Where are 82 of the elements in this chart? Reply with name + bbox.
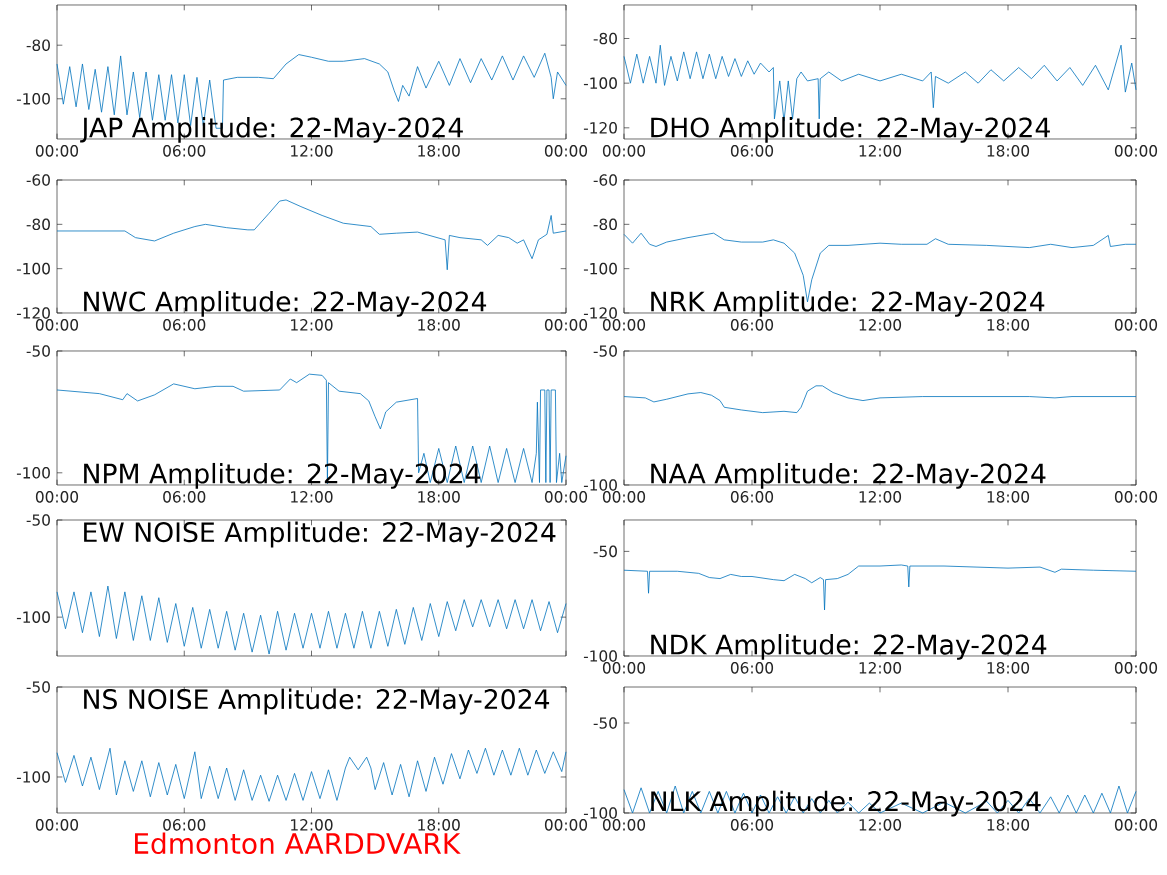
text: JAP Amplitude: 22-May-2024 [80,116,463,143]
chart-title: EW NOISE Amplitude: 22-May-2024 [84,521,556,548]
line-series [623,564,1137,611]
y-tick-label: -50 [593,717,617,729]
x-tick-label: 06:00 [163,819,206,831]
text: NDK Amplitude: 22-May-2024 [651,634,1047,660]
y-tick-label: -50 [593,345,617,357]
x-tick-label: 06:00 [730,662,774,674]
y-tick-label: -50 [26,681,50,693]
y-tick-label: -50 [26,345,50,357]
x-tick-label: 00:00 [1114,145,1158,157]
x-tick-label: 00:00 [544,491,588,503]
text: DHO Amplitude: 22-May-2024 [651,116,1050,143]
text: NRK Amplitude: 22-May-2024 [651,290,1045,317]
x-tick-label: 06:00 [730,145,774,157]
x-tick-label: 12:00 [291,319,333,331]
x-tick-label: 18:00 [987,491,1030,503]
x-tick-label: 12:00 [859,491,902,503]
chart-title: NS NOISE Amplitude: 22-May-2024 [84,688,550,715]
x-tick-label: 00:00 [1114,319,1158,331]
y-tick-label: -100 [16,611,50,623]
x-tick-label: 18:00 [987,145,1030,157]
x-tick-label: 18:00 [987,662,1030,674]
y-tick-label: -100 [16,771,50,783]
x-tick-label: 06:00 [163,145,206,157]
y-tick-label: -120 [16,307,50,319]
x-tick-label: 00:00 [602,145,646,157]
x-tick-label: 06:00 [163,491,206,503]
y-tick-label: -80 [26,39,50,51]
y-tick-label: -50 [26,514,50,526]
y-tick-label: -100 [583,262,617,275]
y-tick-label: -100 [16,93,50,105]
x-tick-label: 06:00 [730,319,774,331]
x-tick-label: 00:00 [602,819,646,831]
x-tick-label: 00:00 [544,319,588,331]
y-tick-label: -100 [583,650,617,662]
x-tick-label: 18:00 [987,319,1030,331]
text: NWC Amplitude: 22-May-2024 [84,290,487,317]
y-tick-label: -100 [16,262,50,275]
x-tick-label: 12:00 [859,319,902,331]
y-tick-label: -100 [583,479,617,491]
x-tick-label: 00:00 [544,145,588,157]
x-tick-label: 12:00 [291,491,333,503]
x-tick-label: 00:00 [1114,662,1158,674]
x-tick-label: 00:00 [602,662,646,674]
x-tick-label: 12:00 [859,662,902,674]
x-tick-label: 18:00 [987,819,1030,831]
x-tick-label: 18:00 [418,145,460,157]
x-tick-label: 00:00 [1114,491,1158,503]
x-tick-label: 18:00 [418,319,460,331]
y-tick-label: -120 [583,307,617,319]
text: NAA Amplitude: 22-May-2024 [651,462,1046,489]
y-tick-label: -100 [583,807,617,819]
x-tick-label: 12:00 [859,819,902,831]
y-tick-label: -80 [26,218,50,231]
x-tick-label: 06:00 [730,819,774,831]
x-tick-label: 00:00 [1114,819,1158,831]
x-tick-label: 00:00 [35,491,79,503]
y-tick-label: -80 [593,218,617,231]
x-tick-label: 00:00 [544,819,588,831]
x-tick-label: 12:00 [291,145,333,157]
y-tick-label: -50 [593,545,617,558]
x-tick-label: 06:00 [163,319,206,331]
line-series [56,747,567,802]
y-tick-label: -80 [593,32,617,45]
x-tick-label: 06:00 [730,491,774,503]
line-series [56,585,567,655]
x-tick-label: 18:00 [418,491,460,503]
y-tick-label: -100 [16,467,50,479]
x-tick-label: 00:00 [35,319,79,331]
x-tick-label: 12:00 [859,145,902,157]
x-tick-label: 00:00 [602,491,646,503]
x-tick-label: 00:00 [602,319,646,331]
y-tick-label: -60 [593,174,617,186]
y-tick-label: -60 [26,174,50,186]
y-tick-label: -100 [583,77,617,89]
text: Edmonton AARDDVARK [135,832,461,855]
x-tick-label: 12:00 [291,819,333,831]
x-tick-label: 00:00 [35,819,79,831]
x-tick-label: 00:00 [35,145,79,157]
y-tick-label: -120 [583,122,617,134]
x-tick-label: 18:00 [418,819,460,831]
